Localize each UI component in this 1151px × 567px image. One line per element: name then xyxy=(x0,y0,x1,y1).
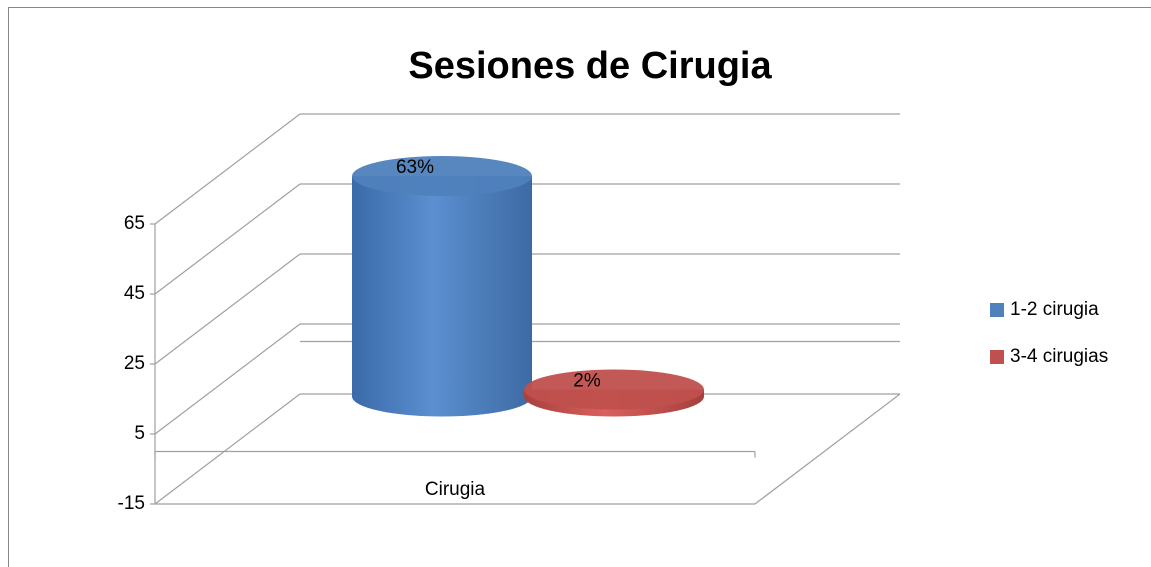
floor-edge xyxy=(754,393,901,505)
x-tick-label: Cirugia xyxy=(425,479,486,500)
side-grid-line xyxy=(154,323,301,435)
legend-label: 1-2 cirugia xyxy=(1010,299,1099,320)
side-grid-line xyxy=(154,253,301,365)
chart-border xyxy=(8,7,1151,567)
bar-top xyxy=(352,156,532,196)
y-tick-label: -15 xyxy=(118,493,145,514)
legend-swatch xyxy=(990,303,1004,317)
y-tick-label: 45 xyxy=(124,283,145,304)
data-label: 63% xyxy=(396,157,434,178)
side-grid-line xyxy=(154,113,301,225)
chart-title: Sesiones de Cirugia xyxy=(408,45,772,87)
y-tick-label: 65 xyxy=(124,213,145,234)
bar-top xyxy=(524,369,704,410)
bar xyxy=(352,176,532,417)
side-grid-line xyxy=(154,393,301,505)
y-tick-label: 5 xyxy=(134,423,145,444)
data-label: 2% xyxy=(573,371,601,392)
legend-swatch xyxy=(990,350,1004,364)
y-tick-label: 25 xyxy=(124,353,145,374)
legend-label: 3-4 cirugias xyxy=(1010,346,1108,367)
side-grid-line xyxy=(154,183,301,295)
